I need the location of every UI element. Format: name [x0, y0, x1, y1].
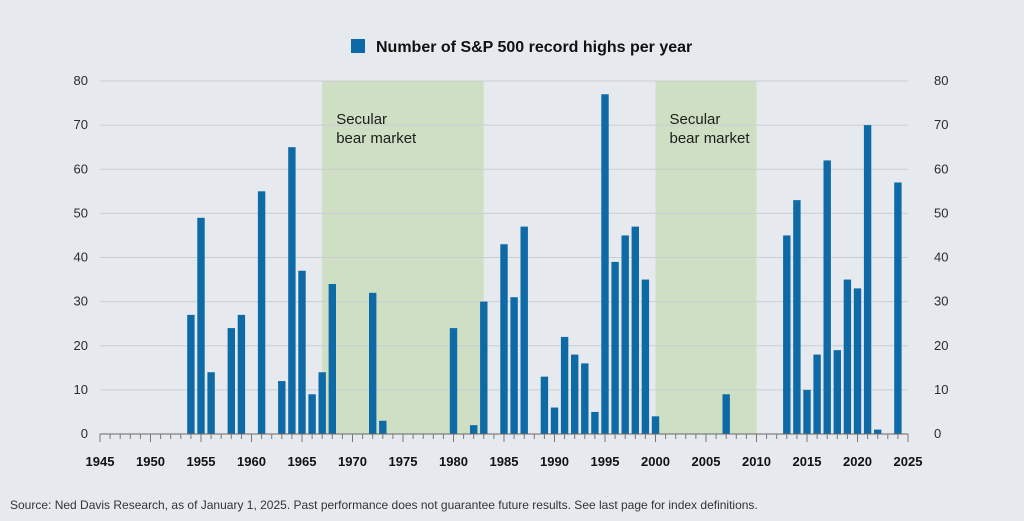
region-label-line1: Secular — [670, 111, 721, 128]
bar — [863, 125, 872, 434]
bar — [470, 425, 478, 434]
x-tick-label: 2010 — [742, 454, 771, 469]
x-tick-label: 2020 — [843, 454, 872, 469]
y-tick-label-left: 70 — [74, 117, 88, 132]
bar — [651, 416, 660, 434]
bars — [187, 94, 902, 435]
x-tick-label: 1980 — [439, 454, 468, 469]
bar — [257, 191, 266, 434]
bar — [278, 381, 286, 434]
bar — [560, 336, 569, 434]
bar — [803, 389, 811, 434]
x-tick-label: 1985 — [490, 454, 519, 469]
x-tick-label: 2015 — [793, 454, 822, 469]
y-tick-label-left: 30 — [74, 294, 88, 309]
x-tick-label: 2005 — [692, 454, 721, 469]
y-tick-label-left: 80 — [74, 73, 88, 88]
bar — [833, 350, 841, 434]
bar — [288, 147, 296, 434]
bar — [308, 394, 316, 434]
y-tick-label-right: 60 — [934, 161, 948, 176]
x-tick-label: 1955 — [187, 454, 216, 469]
x-tick-label: 1970 — [338, 454, 367, 469]
y-tick-label-right: 70 — [934, 117, 948, 132]
bar — [318, 372, 326, 434]
bar — [298, 270, 306, 434]
x-axis: 1945 1950 1955 1960 1965 1970 1975 1980 1985 1990… — [86, 433, 923, 469]
x-tick-label: 1950 — [136, 454, 165, 469]
y-tick-label-right: 50 — [934, 205, 948, 220]
bar — [581, 363, 589, 434]
legend: Number of S&P 500 record highs per year — [351, 39, 692, 56]
region-label-line1: Secular — [336, 111, 387, 128]
bar — [500, 244, 508, 434]
bar — [369, 292, 377, 434]
bar — [510, 297, 518, 434]
legend-label: Number of S&P 500 record highs per year — [376, 39, 692, 56]
y-tick-label-right: 10 — [934, 382, 948, 397]
y-tick-label-left: 0 — [81, 426, 88, 441]
x-tick-label: 2000 — [641, 454, 670, 469]
y-tick-label-left: 10 — [74, 382, 88, 397]
bar — [641, 279, 650, 434]
bar — [197, 217, 205, 434]
bar — [571, 354, 579, 434]
bar — [550, 407, 559, 434]
x-tick-label: 1990 — [540, 454, 569, 469]
bar — [722, 394, 730, 434]
bar — [237, 314, 246, 434]
y-tick-label-right: 20 — [934, 338, 948, 353]
bar — [379, 420, 387, 434]
source-note: Source: Ned Davis Research, as of Januar… — [10, 498, 758, 512]
region-label-line2: bear market — [670, 130, 751, 147]
region-labels: Secular bear market Secular bear market — [336, 111, 750, 147]
bar — [540, 376, 549, 434]
y-axis-left: 0 10 20 30 40 50 60 70 80 — [74, 73, 88, 441]
x-tick-label: 1995 — [591, 454, 620, 469]
bar — [843, 279, 852, 434]
y-tick-label-right: 40 — [934, 250, 948, 265]
y-tick-label-left: 50 — [74, 205, 88, 220]
x-tick-label: 2025 — [894, 454, 923, 469]
bar — [874, 429, 882, 434]
bar — [853, 288, 862, 434]
bar — [207, 372, 215, 434]
bar — [227, 328, 235, 434]
x-tick-label: 1945 — [86, 454, 115, 469]
y-tick-label-left: 60 — [74, 161, 88, 176]
region-label-line2: bear market — [336, 130, 417, 147]
bar — [328, 283, 336, 434]
x-tick-label: 1965 — [288, 454, 317, 469]
bar — [187, 314, 195, 434]
bar — [793, 200, 801, 434]
y-tick-label-left: 20 — [74, 338, 88, 353]
bar — [631, 226, 639, 434]
y-tick-label-right: 30 — [934, 294, 948, 309]
legend-swatch — [351, 39, 365, 53]
y-tick-label-right: 80 — [934, 73, 948, 88]
bar — [621, 235, 629, 434]
x-tick-label: 1960 — [237, 454, 266, 469]
bar — [449, 328, 458, 434]
bar — [894, 182, 902, 434]
bar — [591, 411, 599, 434]
y-tick-label-right: 0 — [934, 426, 941, 441]
x-tick-label: 1975 — [389, 454, 418, 469]
bar — [611, 261, 619, 434]
y-axis-right: 0 10 20 30 40 50 60 70 80 — [934, 73, 948, 441]
bar — [601, 94, 609, 435]
bar — [823, 160, 831, 435]
y-tick-label-left: 40 — [74, 250, 88, 265]
bar — [783, 235, 791, 434]
bar — [520, 226, 528, 434]
bar — [480, 301, 488, 434]
bar — [813, 354, 821, 434]
